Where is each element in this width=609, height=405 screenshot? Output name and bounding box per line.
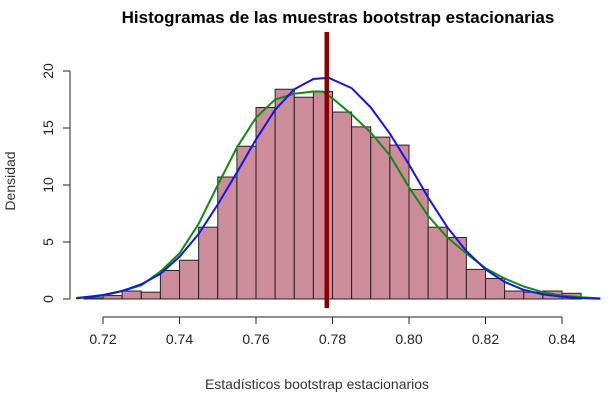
histogram-bar — [389, 144, 410, 300]
histogram-bar — [504, 290, 525, 300]
histogram-bar — [485, 277, 506, 300]
histogram-bar — [159, 270, 180, 300]
curves-layer — [76, 76, 601, 300]
y-tick-label: 15 — [40, 120, 56, 136]
chart-title: Histogramas de las muestras bootstrap es… — [122, 8, 555, 27]
y-tick-label: 5 — [40, 238, 56, 246]
x-tick-label: 0.80 — [395, 331, 422, 347]
x-tick-label: 0.76 — [242, 331, 269, 347]
bars-layer — [83, 88, 582, 300]
histogram-bar — [274, 88, 295, 300]
histogram-bar — [198, 226, 219, 300]
histogram-bar — [408, 189, 429, 300]
y-axis: 0 5 10 15 20 — [40, 63, 71, 303]
histogram-bar — [293, 96, 314, 300]
x-tick-label: 0.74 — [166, 331, 193, 347]
histogram-bar — [465, 268, 486, 300]
histogram-bar — [179, 259, 200, 300]
density-curve-blue — [76, 76, 601, 300]
x-tick-label: 0.72 — [89, 331, 116, 347]
histogram-bar — [332, 111, 353, 300]
x-tick-label: 0.84 — [548, 331, 575, 347]
y-tick-label: 10 — [40, 177, 56, 193]
histogram-bar — [446, 236, 467, 300]
histogram-bar — [427, 226, 448, 300]
histogram-bar — [102, 295, 123, 300]
x-axis-label: Estadísticos bootstrap estacionarios — [205, 376, 429, 392]
histogram-bar — [351, 126, 372, 300]
histogram-bar — [370, 136, 391, 300]
y-tick-label: 20 — [40, 63, 56, 79]
y-tick-label: 0 — [40, 295, 56, 303]
density-curve-green — [76, 90, 601, 300]
x-tick-label: 0.78 — [319, 331, 346, 347]
y-axis-label: Densidad — [2, 151, 18, 210]
histogram-bar — [140, 291, 161, 300]
histogram-bar — [121, 290, 142, 300]
histogram-bar — [217, 176, 238, 300]
x-axis: 0.72 0.74 0.76 0.78 0.80 0.82 0.84 — [89, 316, 576, 347]
x-tick-label: 0.82 — [472, 331, 499, 347]
histogram-bar — [312, 91, 333, 300]
